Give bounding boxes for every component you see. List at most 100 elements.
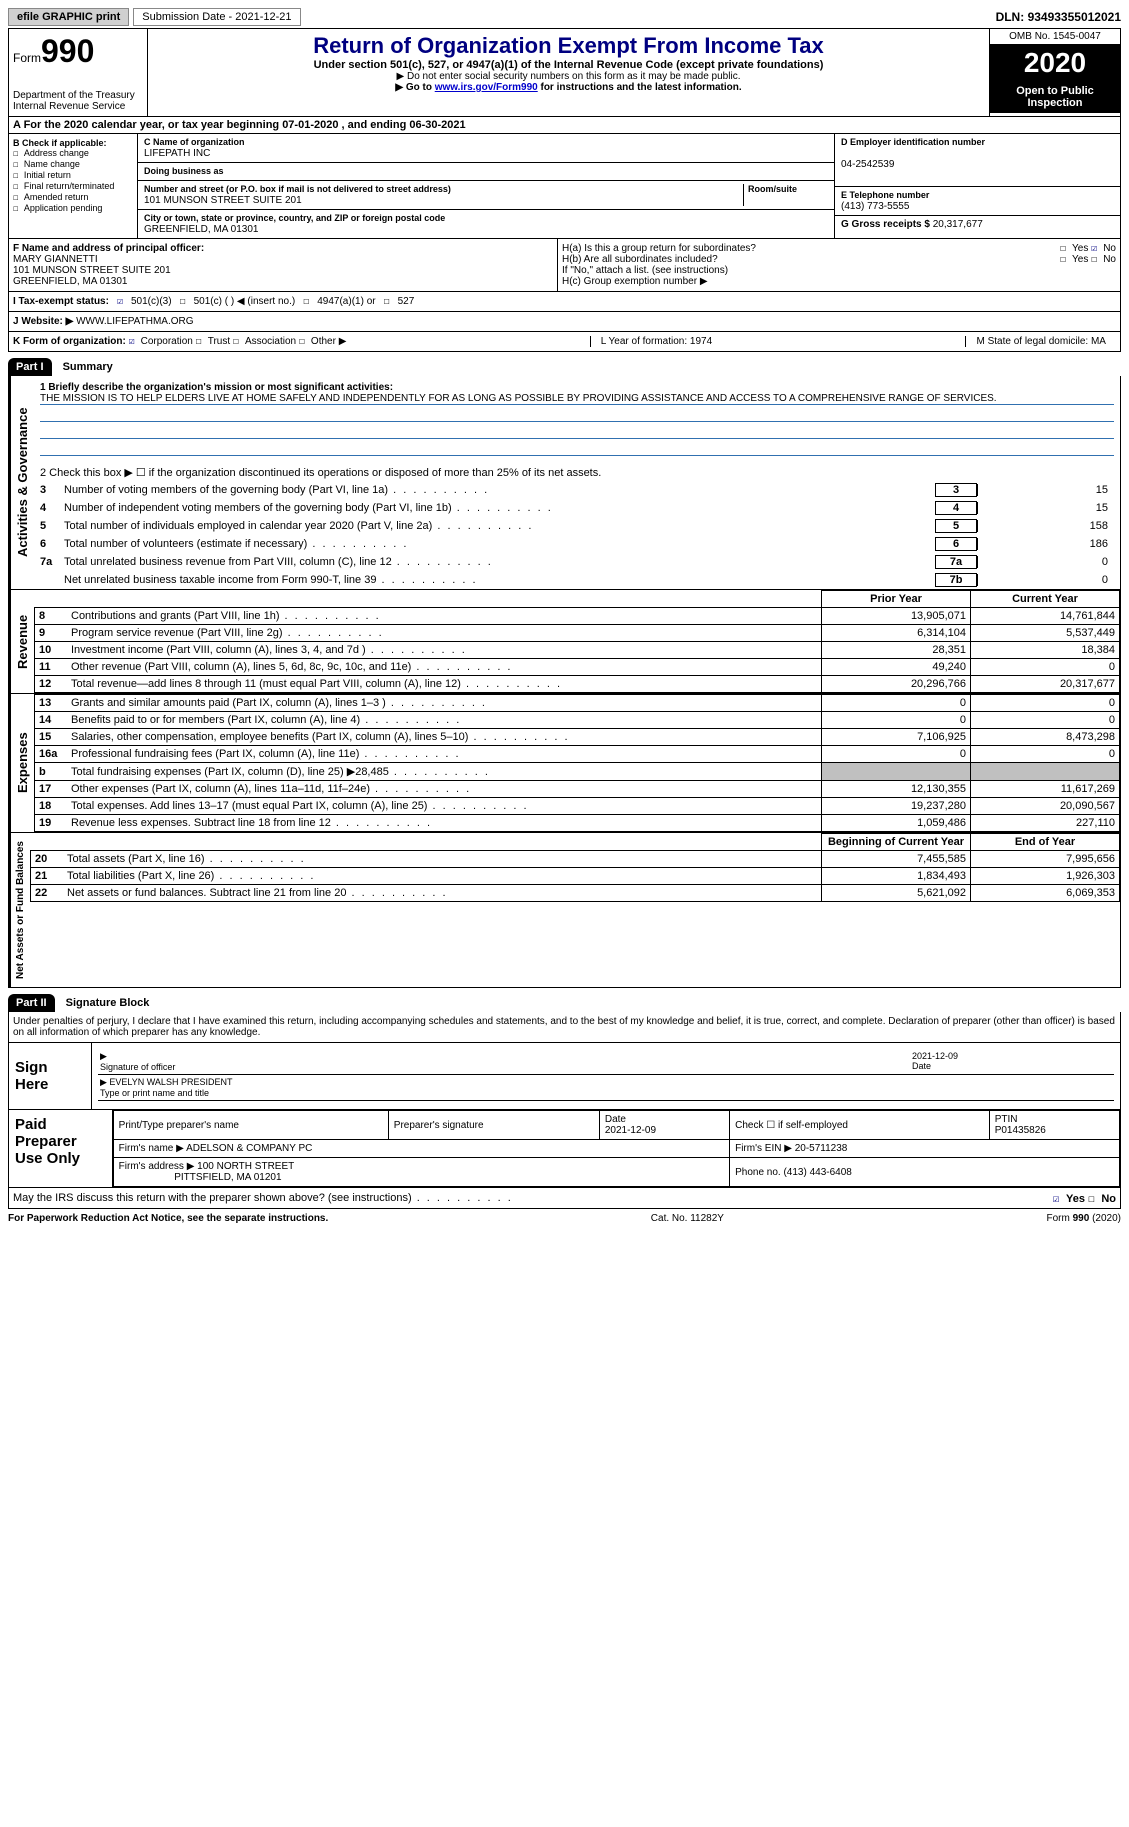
officer-printed-label: Type or print name and title — [100, 1088, 209, 1098]
hb-yes[interactable] — [1060, 254, 1072, 265]
gov-row: 5Total number of individuals employed in… — [34, 517, 1120, 535]
discuss-text: May the IRS discuss this return with the… — [13, 1192, 513, 1204]
form-subtitle: Under section 501(c), 527, or 4947(a)(1)… — [152, 59, 985, 71]
room-label: Room/suite — [748, 184, 797, 194]
chk-assoc[interactable] — [233, 336, 245, 347]
year-formation: L Year of formation: 1974 — [590, 336, 722, 347]
fin-row: bTotal fundraising expenses (Part IX, co… — [35, 763, 1120, 781]
fin-row: 14Benefits paid to or for members (Part … — [35, 712, 1120, 729]
box-c: C Name of organization LIFEPATH INC Doin… — [138, 134, 835, 238]
part-1-header: Part I Summary — [8, 352, 1121, 376]
declaration-text: Under penalties of perjury, I declare th… — [9, 1012, 1120, 1042]
preparer-table: Print/Type preparer's name Preparer's si… — [113, 1110, 1120, 1187]
fin-row: 9Program service revenue (Part VIII, lin… — [35, 625, 1120, 642]
state-domicile: M State of legal domicile: MA — [965, 336, 1116, 347]
kform-label: K Form of organization: — [13, 336, 126, 347]
street-value: 101 MUNSON STREET SUITE 201 — [144, 195, 302, 206]
revenue-section: Revenue Prior Year Current Year 8Contrib… — [8, 590, 1121, 694]
header-note-2: ▶ Go to www.irs.gov/Form990 for instruct… — [152, 82, 985, 93]
ein-value: 04-2542539 — [841, 159, 894, 170]
form-number: 990 — [41, 33, 94, 69]
lbl-527: 527 — [398, 296, 415, 307]
ha-yes[interactable] — [1060, 243, 1072, 254]
expenses-table: 13Grants and similar amounts paid (Part … — [34, 694, 1120, 832]
hb-no-lbl: No — [1103, 254, 1116, 265]
ha-no[interactable] — [1091, 243, 1103, 254]
chk-trust[interactable] — [196, 336, 208, 347]
chk-corp[interactable] — [129, 336, 141, 347]
lbl-trust: Trust — [208, 336, 230, 347]
website-row: J Website: ▶ WWW.LIFEPATHMA.ORG — [8, 312, 1121, 332]
hb-yes-lbl: Yes — [1072, 254, 1088, 265]
org-name-label: C Name of organization — [144, 137, 245, 147]
gov-row: 4Number of independent voting members of… — [34, 499, 1120, 517]
lbl-final-return: Final return/terminated — [24, 181, 115, 191]
officer-label: F Name and address of principal officer: — [13, 243, 204, 254]
header-center: Return of Organization Exempt From Incom… — [148, 29, 989, 116]
form-header: Form990 Department of the Treasury Inter… — [8, 28, 1121, 117]
fin-row: 22Net assets or fund balances. Subtract … — [31, 885, 1120, 902]
chk-address-change[interactable] — [13, 149, 24, 159]
lbl-assoc: Association — [245, 336, 296, 347]
gross-receipts-value: 20,317,677 — [933, 219, 983, 230]
chk-501c3[interactable] — [117, 296, 123, 307]
gov-row: Net unrelated business taxable income fr… — [34, 571, 1120, 589]
mission-block: 1 Briefly describe the organization's mi… — [34, 376, 1120, 464]
fin-row: 16aProfessional fundraising fees (Part I… — [35, 746, 1120, 763]
fin-row: 20Total assets (Part X, line 16)7,455,58… — [31, 851, 1120, 868]
current-year-header: Current Year — [971, 591, 1120, 608]
chk-527[interactable] — [384, 296, 390, 307]
tax-year: 2020 — [990, 45, 1120, 81]
chk-amended[interactable] — [13, 193, 24, 203]
firm-phone: (413) 443-6408 — [783, 1167, 851, 1178]
chk-app-pending[interactable] — [13, 204, 24, 214]
hc-label: H(c) Group exemption number ▶ — [562, 276, 1116, 287]
subdate-label: Submission Date - — [142, 11, 235, 23]
fin-row: 18Total expenses. Add lines 13–17 (must … — [35, 798, 1120, 815]
box-b-label: B Check if applicable: — [13, 138, 107, 148]
form-title: Return of Organization Exempt From Incom… — [152, 33, 985, 59]
fin-row: 11Other revenue (Part VIII, column (A), … — [35, 659, 1120, 676]
firm-label: Firm's name ▶ — [119, 1143, 184, 1154]
mission-line-1 — [40, 407, 1114, 422]
ha-yes-lbl: Yes — [1072, 243, 1088, 254]
website-value: WWW.LIFEPATHMA.ORG — [76, 316, 193, 327]
chk-4947[interactable] — [303, 296, 309, 307]
org-name: LIFEPATH INC — [144, 148, 210, 159]
header-note-1: ▶ Do not enter social security numbers o… — [152, 71, 985, 82]
discuss-no[interactable] — [1088, 1192, 1101, 1205]
fin-row: 19Revenue less expenses. Subtract line 1… — [35, 815, 1120, 832]
chk-initial-return[interactable] — [13, 171, 24, 181]
governance-section: Activities & Governance 1 Briefly descri… — [8, 376, 1121, 590]
gross-receipts-label: G Gross receipts $ — [841, 219, 933, 230]
box-h: H(a) Is this a group return for subordin… — [558, 239, 1120, 291]
box-f: F Name and address of principal officer:… — [9, 239, 558, 291]
phone-label: E Telephone number — [841, 190, 929, 200]
sig-date: 2021-12-09 — [912, 1051, 958, 1061]
submission-date: Submission Date - 2021-12-21 — [133, 8, 300, 26]
dept-treasury: Department of the Treasury Internal Reve… — [13, 90, 143, 112]
part2-badge: Part II — [8, 994, 55, 1012]
lbl-initial-return: Initial return — [24, 170, 71, 180]
chk-other[interactable] — [299, 336, 311, 347]
discuss-yes-lbl: Yes — [1066, 1193, 1085, 1205]
firm-addr1: 100 NORTH STREET — [197, 1161, 294, 1172]
hb-no[interactable] — [1091, 254, 1103, 265]
officer-addr2: GREENFIELD, MA 01301 — [13, 276, 128, 287]
top-bar: efile GRAPHIC print Submission Date - 20… — [8, 8, 1121, 26]
fin-row: 12Total revenue—add lines 8 through 11 (… — [35, 676, 1120, 693]
efile-button[interactable]: efile GRAPHIC print — [8, 8, 129, 26]
chk-name-change[interactable] — [13, 160, 24, 170]
dba-label: Doing business as — [144, 166, 224, 176]
sign-here-label: Sign Here — [9, 1043, 92, 1109]
mission-label: 1 Briefly describe the organization's mi… — [40, 382, 393, 393]
discuss-yes[interactable] — [1053, 1192, 1066, 1205]
chk-final-return[interactable] — [13, 182, 24, 192]
irs-link[interactable]: www.irs.gov/Form990 — [435, 82, 538, 93]
chk-501c[interactable] — [180, 296, 186, 307]
kform-row: K Form of organization: Corporation Trus… — [8, 332, 1121, 352]
firm-addr2: PITTSFIELD, MA 01201 — [174, 1172, 281, 1183]
tax-status-row: I Tax-exempt status: 501(c)(3) 501(c) ( … — [8, 292, 1121, 312]
mission-line-3 — [40, 441, 1114, 456]
discuss-row: May the IRS discuss this return with the… — [9, 1187, 1120, 1208]
